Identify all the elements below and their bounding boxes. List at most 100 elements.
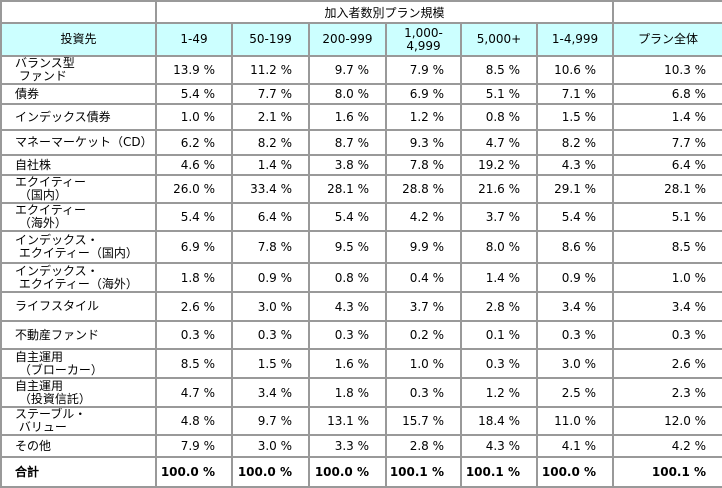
value-cell: 3.4 %	[535, 291, 615, 322]
value-cell: 11.0 %	[535, 406, 615, 436]
value-cell: 28.1 %	[308, 174, 387, 204]
value-cell: 0.9 %	[535, 262, 615, 293]
row-label-cell: インデックス債券	[0, 103, 157, 131]
value-cell: 1.5 %	[535, 103, 615, 131]
value-cell: 8.6 %	[535, 230, 615, 264]
value-cell: 8.5 %	[155, 348, 233, 379]
value-cell: 8.5 %	[460, 55, 538, 85]
row-label-cell: 自社株	[0, 154, 157, 176]
value-cell: 3.0 %	[535, 348, 615, 379]
table-row: 債券 5.4 % 7.7 % 8.0 % 6.9 % 5.1 % 7.1 % 6.8 %	[0, 83, 722, 105]
value-cell: 1.4 %	[231, 154, 310, 176]
table-header: 加入者数別プラン規模 投資先 1-49 50-199 200-999 1,000…	[0, 0, 722, 57]
span-title-row: 加入者数別プラン規模	[0, 0, 722, 24]
value-cell: 5.4 %	[155, 83, 233, 105]
table-row: インデックス・ エクイティー（国内） 6.9 % 7.8 % 9.5 % 9.9 % 8.…	[0, 230, 722, 264]
value-cell: 18.4 %	[460, 406, 538, 436]
row-label-cell: インデックス・ エクイティー（海外）	[0, 262, 157, 293]
column-header-1000-4999: 1,000- 4,999	[385, 22, 462, 57]
table-row: その他 7.9 % 3.0 % 3.3 % 2.8 % 4.3 % 4.1 % 4.2 %	[0, 434, 722, 458]
corner-cell-left	[0, 0, 157, 24]
value-cell: 26.0 %	[155, 174, 233, 204]
value-cell: 10.3 %	[612, 55, 722, 85]
table-row: インデックス債券 1.0 % 2.1 % 1.6 % 1.2 % 0.8 % 1.5 % 1.…	[0, 103, 722, 131]
value-cell: 1.4 %	[460, 262, 538, 293]
value-cell: 28.1 %	[612, 174, 722, 204]
value-cell: 0.3 %	[535, 320, 615, 350]
value-cell: 6.4 %	[231, 202, 310, 232]
value-cell: 0.9 %	[231, 262, 310, 293]
value-cell: 100.0 %	[308, 456, 387, 488]
row-label-cell: エクイティー （国内）	[0, 174, 157, 204]
value-cell: 0.3 %	[612, 320, 722, 350]
value-cell: 1.0 %	[385, 348, 462, 379]
value-cell: 2.1 %	[231, 103, 310, 131]
value-cell: 9.7 %	[231, 406, 310, 436]
value-cell: 21.6 %	[460, 174, 538, 204]
column-header-5000-plus: 5,000+	[460, 22, 538, 57]
value-cell: 4.3 %	[460, 434, 538, 458]
value-cell: 8.2 %	[231, 129, 310, 156]
value-cell: 8.2 %	[535, 129, 615, 156]
value-cell: 4.3 %	[308, 291, 387, 322]
value-cell: 0.3 %	[385, 377, 462, 408]
value-cell: 15.7 %	[385, 406, 462, 436]
value-cell: 0.8 %	[460, 103, 538, 131]
value-cell: 0.3 %	[308, 320, 387, 350]
column-header-1-4999: 1-4,999	[535, 22, 615, 57]
row-label-cell: エクイティー （海外）	[0, 202, 157, 232]
column-header-200-999: 200-999	[308, 22, 387, 57]
value-cell: 100.0 %	[535, 456, 615, 488]
value-cell: 33.4 %	[231, 174, 310, 204]
value-cell: 6.4 %	[612, 154, 722, 176]
value-cell: 4.3 %	[535, 154, 615, 176]
value-cell: 3.7 %	[460, 202, 538, 232]
corner-cell-right	[612, 0, 722, 24]
value-cell: 9.5 %	[308, 230, 387, 264]
value-cell: 5.4 %	[308, 202, 387, 232]
table-row: エクイティー （海外） 5.4 % 6.4 % 5.4 % 4.2 % 3.7 % 5.4 …	[0, 202, 722, 232]
value-cell: 2.8 %	[385, 434, 462, 458]
row-header-cell: 投資先	[0, 22, 157, 57]
table-span-title: 加入者数別プラン規模	[154, 0, 615, 24]
value-cell: 3.0 %	[231, 434, 310, 458]
value-cell: 4.7 %	[460, 129, 538, 156]
table-row: 自社株 4.6 % 1.4 % 3.8 % 7.8 % 19.2 % 4.3 % 6.4 %	[0, 154, 722, 176]
value-cell: 6.9 %	[385, 83, 462, 105]
column-header-50-199: 50-199	[231, 22, 310, 57]
total-row: 合計 100.0 % 100.0 % 100.0 % 100.1 % 100.1 % 100…	[0, 456, 722, 488]
value-cell: 10.6 %	[535, 55, 615, 85]
value-cell: 6.2 %	[155, 129, 233, 156]
value-cell: 4.7 %	[155, 377, 233, 408]
value-cell: 1.8 %	[308, 377, 387, 408]
row-label-cell: ステーブル・ バリュー	[0, 406, 157, 436]
value-cell: 1.2 %	[385, 103, 462, 131]
value-cell: 3.4 %	[612, 291, 722, 322]
value-cell: 8.0 %	[308, 83, 387, 105]
value-cell: 6.8 %	[612, 83, 722, 105]
table-row: 自主運用 （ブローカー） 8.5 % 1.5 % 1.6 % 1.0 % 0.3 % 3.0…	[0, 348, 722, 379]
value-cell: 2.5 %	[535, 377, 615, 408]
value-cell: 100.1 %	[460, 456, 538, 488]
value-cell: 4.2 %	[612, 434, 722, 458]
value-cell: 13.9 %	[155, 55, 233, 85]
value-cell: 28.8 %	[385, 174, 462, 204]
value-cell: 3.7 %	[385, 291, 462, 322]
value-cell: 100.0 %	[155, 456, 233, 488]
value-cell: 1.6 %	[308, 348, 387, 379]
value-cell: 0.2 %	[385, 320, 462, 350]
value-cell: 3.0 %	[231, 291, 310, 322]
value-cell: 8.0 %	[460, 230, 538, 264]
row-label-cell: バランス型 ファンド	[0, 55, 157, 85]
value-cell: 2.3 %	[612, 377, 722, 408]
value-cell: 1.8 %	[155, 262, 233, 293]
row-label-cell: 合計	[0, 456, 157, 488]
row-label-cell: 債券	[0, 83, 157, 105]
value-cell: 19.2 %	[460, 154, 538, 176]
table-row: インデックス・ エクイティー（海外） 1.8 % 0.9 % 0.8 % 0.4 % 1.…	[0, 262, 722, 293]
value-cell: 5.1 %	[612, 202, 722, 232]
value-cell: 4.1 %	[535, 434, 615, 458]
column-header-plan-total: プラン全体	[612, 22, 722, 57]
table-row: ライフスタイル 2.6 % 3.0 % 4.3 % 3.7 % 2.8 % 3.4 % 3.4…	[0, 291, 722, 322]
value-cell: 7.9 %	[385, 55, 462, 85]
